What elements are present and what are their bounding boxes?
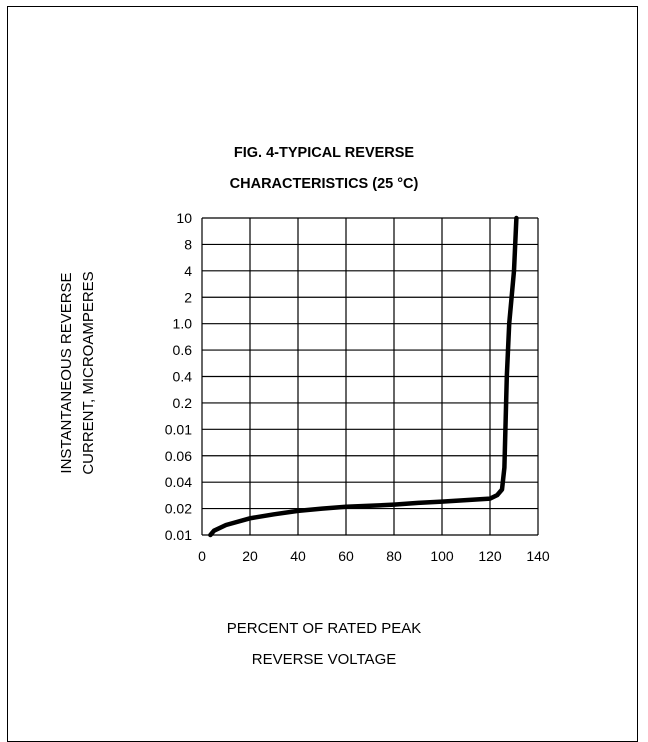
y-tick-label: 0.06 (165, 448, 192, 464)
y-tick-label: 1.0 (173, 316, 193, 332)
y-tick-label: 0.04 (165, 474, 192, 490)
reverse-current-curve (208, 215, 519, 538)
y-tick-label: 0.01 (165, 527, 192, 543)
y-tick-label: 2 (184, 289, 192, 305)
x-tick-label: 60 (338, 548, 354, 564)
y-tick-label: 0.01 (165, 421, 192, 437)
x-axis-label-line1: PERCENT OF RATED PEAK (226, 620, 422, 637)
y-tick-label: 0.6 (173, 342, 193, 358)
y-tick-label: 10 (176, 210, 192, 226)
x-tick-label: 120 (478, 548, 502, 564)
x-tick-label: 140 (526, 548, 550, 564)
plot-grid (201, 217, 539, 536)
x-tick-label: 100 (430, 548, 454, 564)
x-tick-label: 40 (290, 548, 306, 564)
x-tick-labels: 0 20 40 60 80 100 120 140 (198, 548, 550, 564)
y-tick-label: 4 (184, 263, 192, 279)
y-axis-label-line1: INSTANTANEOUS REVERSE (58, 272, 75, 473)
chart-title-line2: CHARACTERISTICS (25 °C) (229, 176, 419, 192)
x-axis-label-line2: REVERSE VOLTAGE (251, 651, 397, 668)
y-tick-label: 0.2 (173, 395, 193, 411)
y-axis-label-line2: CURRENT, MICROAMPERES (80, 271, 97, 474)
y-tick-label: 0.4 (173, 369, 193, 385)
y-tick-labels: 10 8 4 2 1.0 0.6 0.4 0.2 0.01 0.06 0.04 0.02 0.01 (165, 210, 192, 543)
y-tick-label: 0.02 (165, 501, 192, 517)
y-tick-label: 8 (184, 236, 192, 252)
x-tick-label: 20 (242, 548, 258, 564)
chart-title-line1: FIG. 4-TYPICAL REVERSE (233, 145, 415, 161)
x-tick-label: 0 (198, 548, 206, 564)
x-tick-label: 80 (386, 548, 402, 564)
curve-layer (208, 215, 519, 538)
